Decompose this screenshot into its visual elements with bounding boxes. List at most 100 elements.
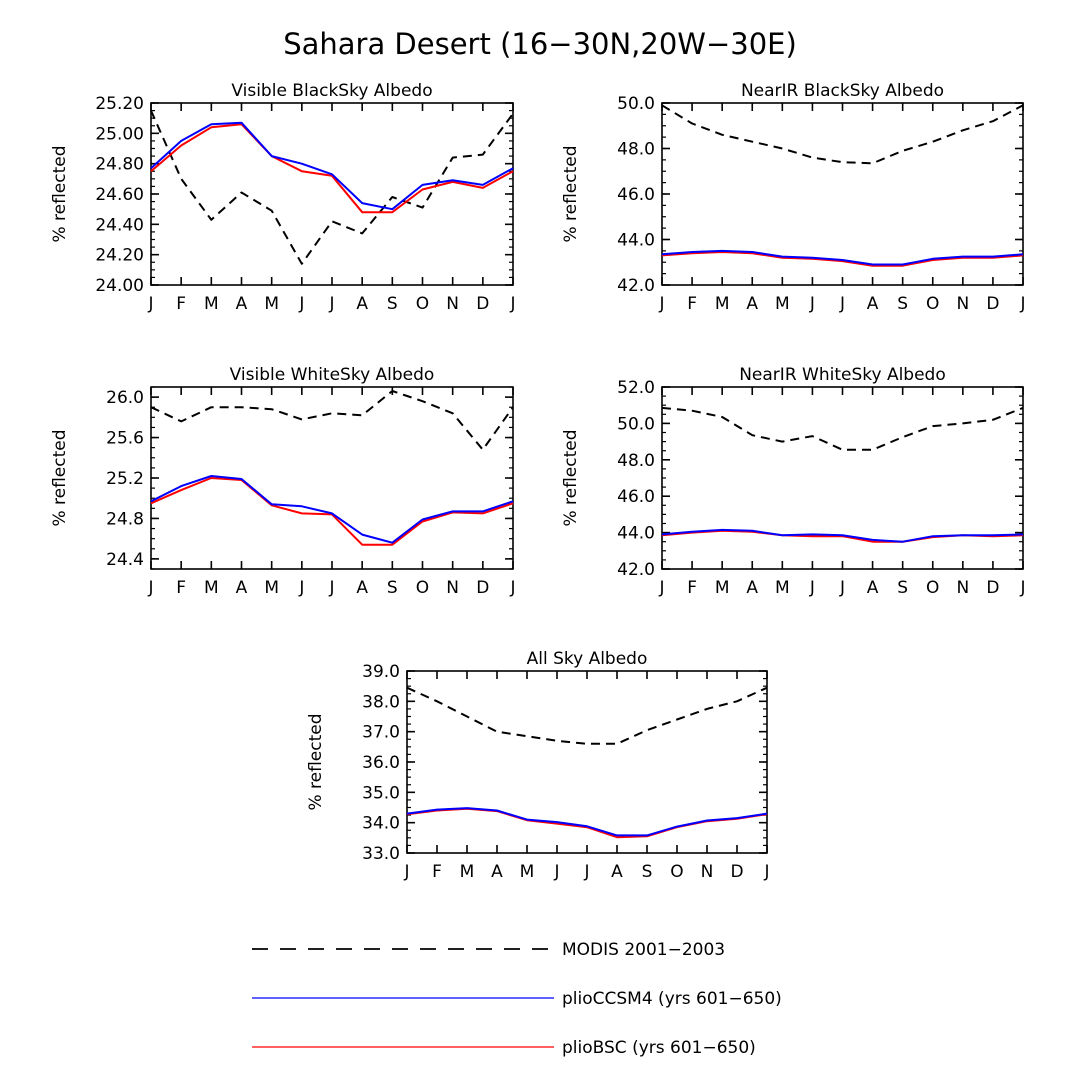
y-tick-label: 48.0 [617,140,655,160]
y-tick-label: 46.0 [617,487,655,507]
x-tick-label: M [204,294,219,314]
x-tick-label: S [897,294,908,314]
y-axis-label: % reflected [50,429,70,526]
x-tick-label: O [670,862,683,882]
y-tick-label: 34.0 [362,814,400,834]
x-tick-label: J [328,294,334,314]
x-tick-label: D [730,862,743,882]
y-tick-label: 37.0 [362,723,400,743]
series-line [661,251,1024,267]
y-tick-label: 44.0 [617,524,655,544]
y-tick-label: 52.0 [617,378,655,398]
x-tick-label: J [658,294,664,314]
x-tick-label: N [956,294,969,314]
legend: MODIS 2001−2003 plioCCSM4 (yrs 601−650) pl… [252,940,782,1058]
x-tick-label: A [236,578,248,598]
y-tick-label: 38.0 [362,692,400,712]
x-tick-label: M [775,294,790,314]
x-tick-label: N [446,578,459,598]
x-tick-label: M [715,294,730,314]
x-tick-label: O [416,578,429,598]
legend-label: plioCCSM4 (yrs 601−650) [562,989,782,1009]
x-tick-label: J [763,862,769,882]
x-tick-label: F [432,862,442,882]
plot-frame [661,386,1024,570]
y-tick-label: 25.6 [106,429,144,449]
y-tick-label: 24.8 [106,509,144,529]
x-tick-label: D [476,578,489,598]
x-tick-label: O [926,578,939,598]
x-tick-label: O [926,294,939,314]
x-tick-label: J [839,294,845,314]
x-tick-label: A [867,294,879,314]
x-tick-label: M [264,578,279,598]
series-line [150,390,514,451]
x-tick-label: J [509,578,515,598]
x-tick-label: D [986,294,999,314]
x-tick-label: M [715,578,730,598]
x-tick-label: D [476,294,489,314]
x-tick-label: M [264,294,279,314]
x-tick-label: A [356,294,368,314]
x-tick-label: J [1019,294,1025,314]
x-tick-label: J [403,862,409,882]
panel-title: Visible WhiteSky Albedo [230,365,435,385]
y-tick-label: 25.00 [95,124,144,144]
x-tick-label: F [176,578,186,598]
y-tick-label: 24.40 [95,215,144,235]
x-tick-label: J [658,578,664,598]
x-tick-label: A [867,578,879,598]
x-tick-label: O [416,294,429,314]
series-line [150,121,514,211]
y-tick-label: 24.4 [106,550,144,570]
x-tick-label: N [956,578,969,598]
y-tick-label: 42.0 [617,560,655,580]
x-tick-label: N [701,862,714,882]
y-axis-label: % reflected [561,145,581,242]
x-tick-label: J [147,294,153,314]
x-tick-label: F [687,294,697,314]
x-tick-label: S [387,294,398,314]
legend-label: MODIS 2001−2003 [562,940,725,960]
x-tick-label: J [839,578,845,598]
x-tick-label: J [328,578,334,598]
series-line [150,110,514,265]
y-axis-label: % reflected [50,145,70,242]
x-tick-label: N [446,294,459,314]
y-tick-label: 50.0 [617,94,655,114]
x-tick-label: F [687,578,697,598]
x-tick-label: A [356,578,368,598]
x-tick-label: J [583,862,589,882]
y-tick-label: 24.20 [95,246,144,266]
x-tick-label: M [204,578,219,598]
series-line [661,406,1024,451]
y-tick-label: 26.0 [106,388,144,408]
panel-title: All Sky Albedo [527,649,648,669]
y-tick-label: 25.2 [106,469,144,489]
y-tick-label: 24.60 [95,185,144,205]
x-tick-label: J [147,578,153,598]
x-tick-label: J [553,862,559,882]
y-axis-label: % reflected [306,713,326,810]
x-tick-label: A [746,294,758,314]
y-tick-label: 24.80 [95,155,144,175]
x-tick-label: A [236,294,248,314]
series-line [150,123,514,214]
x-tick-label: F [176,294,186,314]
y-tick-label: 39.0 [362,662,400,682]
y-tick-label: 50.0 [617,414,655,434]
y-tick-label: 36.0 [362,753,400,773]
y-tick-label: 33.0 [362,844,400,864]
series-line [661,249,1024,266]
series-line [406,807,768,839]
panel-title: Visible BlackSky Albedo [231,81,432,101]
y-tick-label: 46.0 [617,185,655,205]
series-line [406,686,768,745]
series-line [661,528,1024,543]
